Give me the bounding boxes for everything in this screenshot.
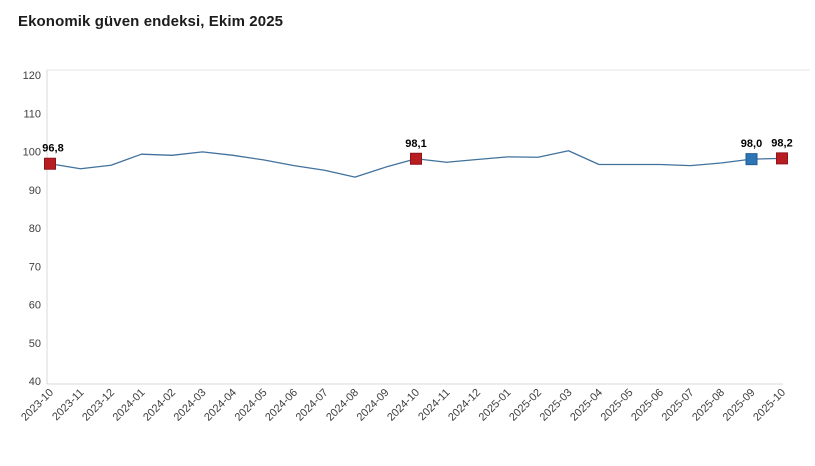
x-axis-tick-label: 2024-10 [385, 387, 422, 424]
y-axis-tick-label: 40 [29, 376, 41, 388]
x-axis-tick-label: 2024-02 [141, 387, 178, 424]
x-axis-tick-label: 2025-06 [629, 387, 666, 424]
y-axis-tick-label: 100 [23, 147, 41, 159]
data-point-marker [776, 152, 788, 165]
x-axis-tick-label: 2025-05 [599, 387, 636, 424]
y-axis-tick-label: 50 [29, 338, 41, 350]
y-axis-tick-label: 110 [23, 108, 41, 120]
x-axis-tick-label: 2024-06 [263, 387, 300, 424]
y-axis-tick-label: 120 [23, 70, 41, 82]
x-axis-tick-label: 2025-02 [507, 387, 544, 424]
x-axis-tick-label: 2024-09 [355, 387, 392, 424]
data-point-label: 98,1 [405, 138, 426, 150]
data-point-marker [745, 153, 758, 166]
x-axis-tick-label: 2024-05 [233, 387, 270, 424]
x-axis-tick-label: 2025-07 [660, 387, 697, 424]
x-axis-tick-label: 2023-12 [80, 387, 117, 424]
y-axis-tick-label: 90 [29, 185, 41, 197]
x-axis-tick-label: 2023-10 [19, 387, 56, 424]
x-axis-tick-label: 2024-04 [202, 387, 239, 424]
x-axis-tick-label: 2024-07 [294, 387, 331, 424]
chart-title: Ekonomik güven endeksi, Ekim 2025 [18, 13, 284, 30]
y-axis-tick-label: 80 [29, 223, 41, 235]
y-axis-tick-label: 70 [29, 261, 41, 273]
data-point-label: 98,2 [771, 137, 792, 149]
data-point-marker [44, 157, 56, 170]
x-axis-tick-label: 2024-03 [172, 387, 209, 424]
data-point-label: 98,0 [741, 138, 762, 150]
x-axis-tick-label: 2025-01 [477, 387, 514, 424]
y-axis-tick-label: 60 [29, 300, 41, 312]
x-axis-tick-label: 2024-01 [111, 387, 148, 424]
x-axis-tick-label: 2025-04 [568, 387, 605, 424]
x-axis-tick-label: 2025-09 [721, 387, 758, 424]
x-axis-tick-label: 2025-03 [538, 387, 575, 424]
x-axis-tick-label: 2024-12 [446, 387, 483, 424]
data-point-label: 96,8 [42, 143, 63, 155]
data-point-marker [410, 152, 422, 165]
x-axis-tick-label: 2025-10 [751, 387, 788, 424]
x-axis-tick-label: 2024-08 [324, 387, 361, 424]
x-axis-tick-label: 2025-08 [690, 387, 727, 424]
